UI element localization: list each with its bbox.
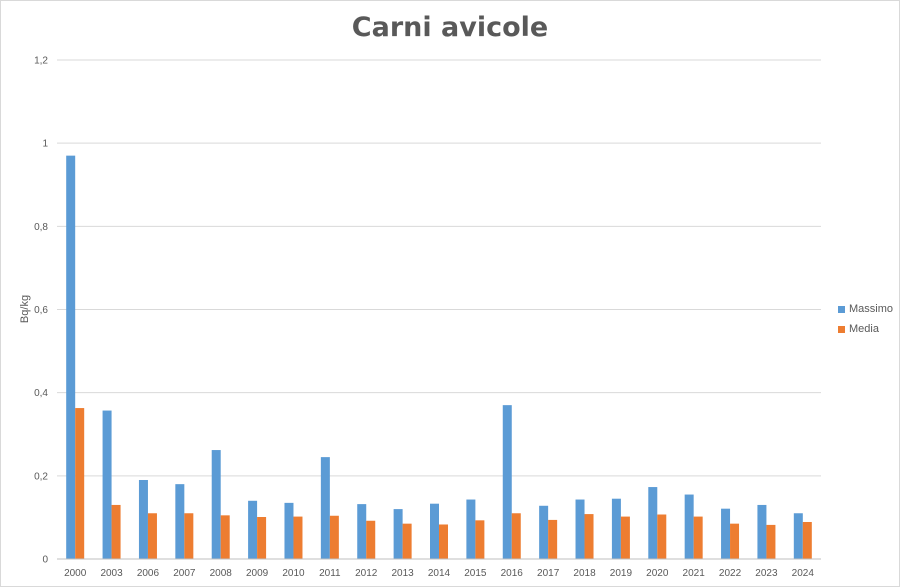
bar-media-2020 bbox=[657, 514, 667, 559]
y-tick-label: 0,4 bbox=[34, 388, 48, 399]
legend-label-media: Media bbox=[849, 323, 879, 335]
x-tick-label: 2007 bbox=[173, 568, 196, 579]
bar-massimo-2022 bbox=[721, 508, 731, 559]
x-tick-label: 2003 bbox=[100, 568, 123, 579]
bar-massimo-2011 bbox=[320, 457, 330, 559]
bar-massimo-2009 bbox=[248, 500, 258, 559]
bar-massimo-2000 bbox=[66, 155, 76, 559]
x-tick-label: 2024 bbox=[792, 568, 815, 579]
x-tick-label: 2015 bbox=[464, 568, 487, 579]
legend-swatch-massimo bbox=[838, 305, 845, 313]
x-tick-label: 2013 bbox=[391, 568, 414, 579]
bar-media-2006 bbox=[147, 513, 157, 559]
bar-media-2022 bbox=[730, 523, 740, 559]
bar-massimo-2006 bbox=[138, 479, 148, 559]
x-tick-label: 2010 bbox=[282, 568, 305, 579]
legend-swatch-media bbox=[838, 325, 845, 333]
bar-massimo-2019 bbox=[611, 498, 621, 559]
x-tick-label: 2021 bbox=[683, 568, 706, 579]
x-tick-label: 2012 bbox=[355, 568, 378, 579]
x-tick-label: 2011 bbox=[319, 568, 341, 579]
bar-massimo-2024 bbox=[793, 513, 803, 559]
x-tick-label: 2023 bbox=[755, 568, 778, 579]
y-tick-label: 1 bbox=[42, 139, 48, 150]
bar-media-2012 bbox=[366, 520, 376, 559]
bar-massimo-2020 bbox=[648, 487, 658, 559]
bar-media-2015 bbox=[475, 520, 485, 559]
legend: Massimo Media bbox=[838, 299, 893, 339]
bar-media-2024 bbox=[802, 521, 812, 559]
x-tick-label: 2022 bbox=[719, 568, 742, 579]
x-tick-label: 2000 bbox=[64, 568, 87, 579]
legend-item-massimo: Massimo bbox=[838, 299, 893, 319]
y-axis-label: Bq/kg bbox=[19, 295, 31, 323]
x-tick-label: 2008 bbox=[210, 568, 233, 579]
x-tick-label: 2016 bbox=[501, 568, 524, 579]
x-tick-label: 2006 bbox=[137, 568, 160, 579]
x-tick-label: 2017 bbox=[537, 568, 560, 579]
x-tick-label: 2020 bbox=[646, 568, 669, 579]
bar-media-2010 bbox=[293, 516, 303, 559]
y-tick-label: 0 bbox=[42, 555, 48, 566]
bar-media-2017 bbox=[548, 519, 558, 559]
bar-media-2019 bbox=[620, 516, 630, 559]
bar-media-2009 bbox=[257, 517, 267, 559]
bar-media-2023 bbox=[766, 524, 776, 559]
x-tick-label: 2014 bbox=[428, 568, 451, 579]
bar-media-2011 bbox=[329, 515, 339, 559]
x-tick-label: 2009 bbox=[246, 568, 269, 579]
legend-label-massimo: Massimo bbox=[849, 303, 894, 315]
bar-massimo-2016 bbox=[502, 405, 512, 559]
bar-massimo-2003 bbox=[102, 410, 112, 559]
bar-massimo-2014 bbox=[430, 503, 439, 559]
bar-massimo-2008 bbox=[211, 450, 221, 559]
bar-massimo-2007 bbox=[175, 484, 185, 559]
bar-media-2016 bbox=[511, 513, 521, 559]
bar-massimo-2013 bbox=[393, 509, 403, 559]
y-tick-label: 0,6 bbox=[34, 305, 48, 316]
y-tick-label: 0,2 bbox=[34, 471, 48, 482]
bar-media-2007 bbox=[184, 513, 194, 559]
x-tick-label: 2018 bbox=[573, 568, 596, 579]
bar-media-2008 bbox=[220, 515, 230, 559]
bar-media-2013 bbox=[402, 523, 412, 559]
bar-massimo-2012 bbox=[357, 504, 367, 559]
x-tick-label: 2019 bbox=[610, 568, 633, 579]
bar-media-2014 bbox=[439, 524, 448, 559]
y-tick-label: 0,8 bbox=[34, 222, 48, 233]
bar-massimo-2017 bbox=[539, 505, 549, 559]
bar-massimo-2010 bbox=[284, 502, 294, 559]
legend-item-media: Media bbox=[838, 319, 893, 339]
bar-massimo-2023 bbox=[757, 504, 767, 559]
bar-media-2000 bbox=[75, 408, 85, 559]
bar-media-2003 bbox=[111, 504, 121, 559]
bar-massimo-2021 bbox=[684, 494, 694, 559]
bar-massimo-2015 bbox=[466, 499, 476, 559]
bar-massimo-2018 bbox=[575, 499, 585, 559]
bar-media-2021 bbox=[693, 516, 703, 559]
bar-media-2018 bbox=[584, 514, 594, 559]
y-tick-label: 1,2 bbox=[34, 56, 48, 67]
chart-title: Carni avicole bbox=[351, 12, 549, 43]
